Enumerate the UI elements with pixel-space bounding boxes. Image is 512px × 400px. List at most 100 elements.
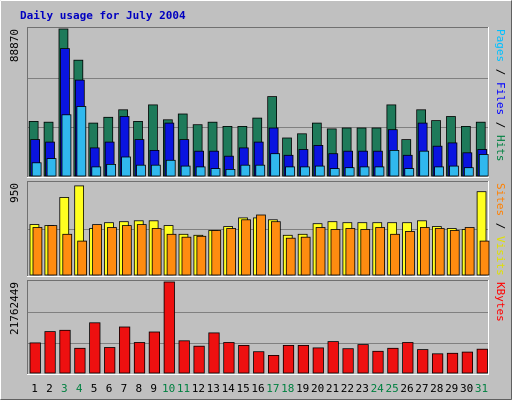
bar-pages-day-23 [359, 166, 370, 177]
bar-kbytes-day-13 [208, 332, 220, 374]
bar-kbytes-day-31 [476, 348, 488, 374]
bar-kbytes-day-30 [461, 351, 474, 374]
x-label-day-25: 25 [385, 382, 398, 395]
bar-kbytes-day-17 [267, 354, 280, 374]
x-label-day-7: 7 [121, 382, 128, 395]
panel-visits-legend: Sites / Visits [494, 183, 507, 276]
x-label-day-22: 22 [341, 382, 354, 395]
legend-part: / [494, 62, 507, 82]
bar-sites-day-12 [196, 235, 207, 276]
bar-sites-day-22 [345, 228, 356, 276]
x-label-day-4: 4 [76, 382, 83, 395]
panel-hits-max-label: 88870 [8, 29, 21, 62]
bar-sites-day-16 [256, 214, 266, 276]
bar-sites-day-1 [32, 227, 43, 276]
bar-kbytes-day-12 [193, 345, 205, 374]
bar-kbytes-day-1 [29, 342, 41, 374]
legend-part: Pages [494, 29, 507, 62]
legend-part: KBytes [494, 282, 507, 322]
bar-pages-day-7 [121, 156, 131, 177]
bar-kbytes-day-15 [238, 344, 250, 374]
bar-sites-day-17 [270, 221, 281, 276]
panel-kbytes-max-label: 21762449 [8, 282, 21, 335]
x-label-day-29: 29 [445, 382, 458, 395]
bar-pages-day-10 [165, 159, 176, 177]
legend-part: / [494, 216, 507, 236]
bar-kbytes-day-27 [417, 349, 429, 374]
bar-sites-day-25 [390, 233, 400, 276]
x-label-day-2: 2 [46, 382, 53, 395]
bar-pages-day-28 [434, 166, 444, 177]
x-label-day-10: 10 [162, 382, 175, 395]
x-label-day-16: 16 [251, 382, 264, 395]
bar-sites-day-26 [405, 230, 415, 276]
bar-pages-day-24 [374, 166, 385, 177]
bar-pages-day-1 [31, 162, 42, 177]
bar-sites-day-19 [300, 236, 311, 276]
bar-sites-day-8 [136, 224, 147, 276]
bar-sites-day-4 [77, 240, 87, 276]
legend-part: Hits [494, 135, 507, 162]
bar-sites-day-14 [226, 228, 236, 276]
bar-sites-day-28 [434, 228, 445, 276]
bar-pages-day-18 [285, 166, 295, 177]
x-label-day-24: 24 [371, 382, 385, 395]
bar-kbytes-day-4 [74, 347, 86, 374]
bar-pages-day-9 [150, 164, 161, 177]
x-label-day-17: 17 [266, 382, 279, 395]
bar-kbytes-day-2 [44, 331, 56, 374]
bar-kbytes-day-19 [297, 344, 310, 374]
bar-pages-day-6 [106, 163, 116, 177]
bar-pages-day-15 [240, 164, 251, 177]
bar-pages-day-22 [344, 167, 355, 177]
bar-kbytes-day-11 [178, 340, 190, 374]
x-label-day-14: 14 [222, 382, 236, 395]
bar-kbytes-day-21 [327, 341, 339, 374]
x-label-day-27: 27 [415, 382, 428, 395]
bar-kbytes-day-20 [312, 347, 324, 374]
x-label-day-6: 6 [106, 382, 113, 395]
x-label-day-18: 18 [281, 382, 294, 395]
bar-kbytes-day-14 [223, 342, 235, 374]
bar-pages-day-31 [478, 154, 489, 177]
bar-sites-day-30 [464, 227, 475, 276]
x-label-day-11: 11 [177, 382, 190, 395]
legend-part: Sites [494, 183, 507, 216]
bar-sites-day-20 [315, 227, 326, 276]
bar-pages-day-12 [195, 166, 206, 177]
bar-kbytes-day-8 [133, 342, 146, 374]
panel-kbytes-legend: KBytes [494, 282, 507, 322]
x-label-day-13: 13 [207, 382, 220, 395]
x-label-day-1: 1 [31, 382, 38, 395]
legend-part: / [494, 115, 507, 135]
panel-visits-max-label: 950 [8, 183, 21, 203]
bar-kbytes-day-10 [163, 281, 175, 374]
bar-kbytes-day-9 [148, 331, 160, 374]
bar-sites-day-9 [151, 228, 162, 276]
bar-pages-day-30 [463, 167, 474, 177]
bar-pages-day-11 [180, 165, 191, 177]
bar-pages-day-19 [300, 166, 310, 177]
chart-title: Daily usage for July 2004 [20, 9, 186, 22]
legend-part: Visits [494, 236, 507, 276]
bar-sites-day-10 [166, 233, 177, 276]
bar-sites-day-29 [449, 230, 460, 276]
bar-pages-day-8 [136, 164, 146, 177]
bar-pages-day-3 [61, 114, 72, 177]
bar-sites-day-7 [122, 225, 132, 276]
bar-sites-day-11 [181, 236, 192, 276]
x-label-day-12: 12 [192, 382, 205, 395]
bar-kbytes-day-25 [387, 347, 399, 374]
x-label-day-20: 20 [311, 382, 324, 395]
bar-sites-day-31 [479, 240, 490, 276]
bar-pages-day-20 [314, 165, 325, 177]
x-axis-labels: 1 2 3 4 5 6 7 8 9 10 11 12 13 14 15 16 17 18 19 20 21 22 23 24 2… [31, 382, 488, 395]
bar-kbytes-day-23 [357, 344, 369, 374]
bar-kbytes-day-6 [104, 347, 116, 374]
bar-sites-day-21 [330, 229, 341, 276]
x-label-day-28: 28 [430, 382, 443, 395]
x-label-day-19: 19 [296, 382, 309, 395]
bar-kbytes-day-7 [119, 326, 131, 374]
panel-hits: 88870 Pages / Files / Hits [8, 27, 507, 178]
bar-kbytes-day-18 [282, 344, 295, 374]
